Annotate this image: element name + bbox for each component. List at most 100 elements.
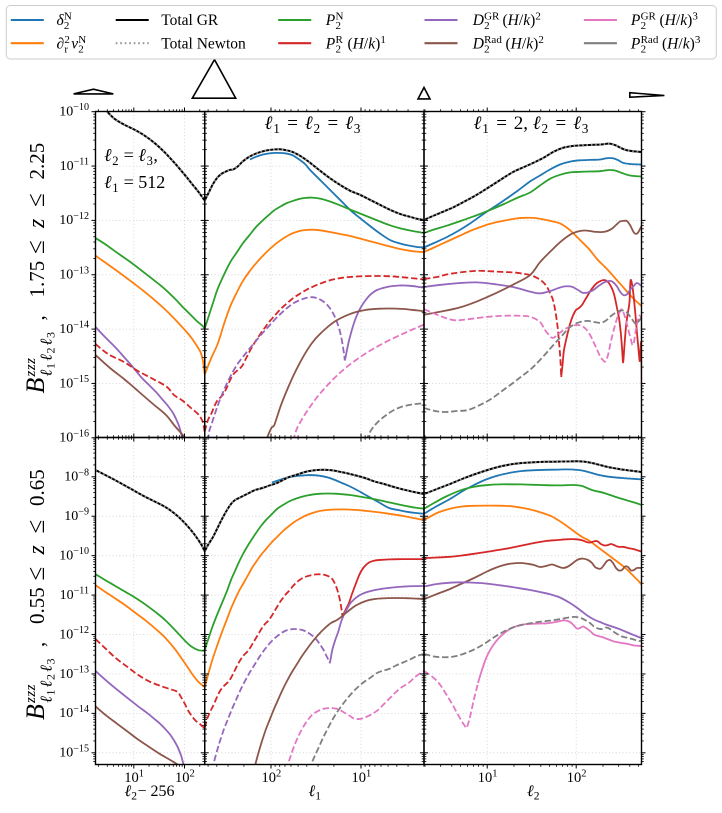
svg-text:(: (	[506, 35, 511, 52]
svg-text:2: 2	[64, 20, 70, 32]
svg-text:2: 2	[641, 43, 647, 55]
svg-text:1: 1	[273, 121, 280, 136]
svg-text:2: 2	[44, 348, 58, 354]
svg-text:ℓ: ℓ	[305, 113, 313, 134]
svg-text:2: 2	[131, 791, 137, 803]
svg-text:ℓ: ℓ	[37, 339, 56, 346]
svg-text:1: 1	[380, 34, 386, 46]
svg-text:2: 2	[112, 154, 118, 168]
svg-text:3: 3	[44, 332, 58, 338]
svg-text:ℓ: ℓ	[37, 354, 56, 361]
svg-text:1: 1	[112, 181, 118, 195]
svg-text:=: =	[328, 113, 339, 134]
svg-text:1: 1	[482, 121, 489, 136]
svg-text:1.75: 1.75	[25, 261, 49, 298]
svg-text:3: 3	[695, 34, 701, 46]
svg-text:k: k	[526, 35, 534, 52]
svg-text:ℓ: ℓ	[573, 113, 581, 134]
svg-text:k: k	[683, 35, 691, 52]
svg-text:2: 2	[44, 674, 58, 680]
svg-text:N: N	[336, 11, 344, 23]
svg-text:2,: 2,	[514, 113, 528, 134]
svg-text:H: H	[664, 12, 677, 29]
svg-text:1: 1	[44, 363, 58, 369]
svg-text:ℓ: ℓ	[533, 113, 541, 134]
svg-text:r: r	[64, 43, 68, 55]
svg-text:=: =	[124, 145, 134, 165]
svg-text:/: /	[676, 12, 681, 29]
svg-text:2: 2	[64, 34, 70, 46]
svg-text:N: N	[64, 11, 72, 23]
svg-text:512: 512	[138, 172, 165, 192]
svg-text:0.55: 0.55	[25, 587, 49, 624]
svg-text:2: 2	[641, 20, 647, 32]
svg-text:v: v	[71, 35, 78, 52]
svg-text:ℓ: ℓ	[138, 145, 146, 165]
svg-text:z: z	[24, 218, 50, 229]
svg-text:H: H	[666, 35, 679, 52]
svg-text:N: N	[78, 34, 86, 46]
svg-text:,: ,	[153, 145, 158, 165]
svg-text:1: 1	[44, 690, 58, 696]
svg-text:≤: ≤	[23, 193, 50, 207]
svg-text:ℓ: ℓ	[104, 172, 112, 192]
svg-text:P: P	[630, 35, 641, 52]
svg-text:(: (	[662, 35, 667, 52]
svg-text:k: k	[368, 35, 376, 52]
svg-text:,: ,	[25, 315, 49, 320]
svg-text:2: 2	[538, 34, 544, 46]
svg-text:(: (	[348, 35, 353, 52]
svg-text:3: 3	[44, 659, 58, 665]
svg-text:Total Newton: Total Newton	[161, 35, 246, 52]
svg-text:z: z	[24, 545, 50, 556]
svg-text:0.65: 0.65	[25, 469, 49, 506]
svg-text:B: B	[21, 378, 50, 394]
svg-text:P: P	[325, 35, 336, 52]
svg-text:=: =	[556, 113, 567, 134]
svg-text:ℓ: ℓ	[37, 370, 56, 377]
svg-text:/: /	[364, 35, 369, 52]
svg-text:ℓ: ℓ	[125, 783, 132, 800]
svg-text:∂: ∂	[57, 35, 65, 52]
svg-text:ℓ: ℓ	[37, 665, 56, 672]
svg-text:,: ,	[25, 642, 49, 647]
svg-text:2: 2	[535, 11, 541, 23]
svg-text:GR: GR	[641, 11, 657, 23]
svg-text:2: 2	[336, 43, 342, 55]
svg-text:ℓ: ℓ	[37, 681, 56, 688]
svg-text:ℓ: ℓ	[474, 113, 482, 134]
svg-text:(: (	[503, 12, 508, 29]
svg-text:ℓ: ℓ	[345, 113, 353, 134]
svg-text:≤: ≤	[23, 520, 50, 534]
svg-text:Rad: Rad	[484, 34, 502, 46]
svg-text:3: 3	[692, 11, 698, 23]
svg-text:P: P	[325, 12, 336, 29]
svg-text:3: 3	[582, 121, 589, 136]
svg-text:2: 2	[534, 791, 540, 803]
svg-text:GR: GR	[484, 11, 500, 23]
svg-text:2: 2	[336, 20, 342, 32]
svg-text:2: 2	[484, 20, 490, 32]
svg-text:/: /	[678, 35, 683, 52]
svg-text:Rad: Rad	[641, 34, 659, 46]
svg-text:D: D	[472, 12, 484, 29]
svg-text:2: 2	[314, 121, 321, 136]
svg-text:2: 2	[78, 43, 84, 55]
svg-text:ℓ: ℓ	[265, 113, 273, 134]
svg-text:zzz: zzz	[23, 684, 39, 704]
svg-text:− 256: − 256	[138, 783, 175, 800]
svg-text:): )	[530, 12, 535, 29]
svg-text:=: =	[287, 113, 298, 134]
svg-text:): )	[533, 35, 538, 52]
svg-text:ℓ: ℓ	[527, 783, 534, 800]
svg-text:R: R	[336, 34, 344, 46]
svg-text:3: 3	[354, 121, 361, 136]
svg-text:H: H	[352, 35, 365, 52]
svg-text:1: 1	[315, 791, 321, 803]
svg-text:≤: ≤	[23, 240, 50, 254]
svg-text:≤: ≤	[23, 567, 50, 581]
svg-text:=: =	[496, 113, 507, 134]
svg-text:D: D	[472, 35, 484, 52]
svg-text:H: H	[507, 12, 520, 29]
svg-text:3: 3	[147, 154, 153, 168]
